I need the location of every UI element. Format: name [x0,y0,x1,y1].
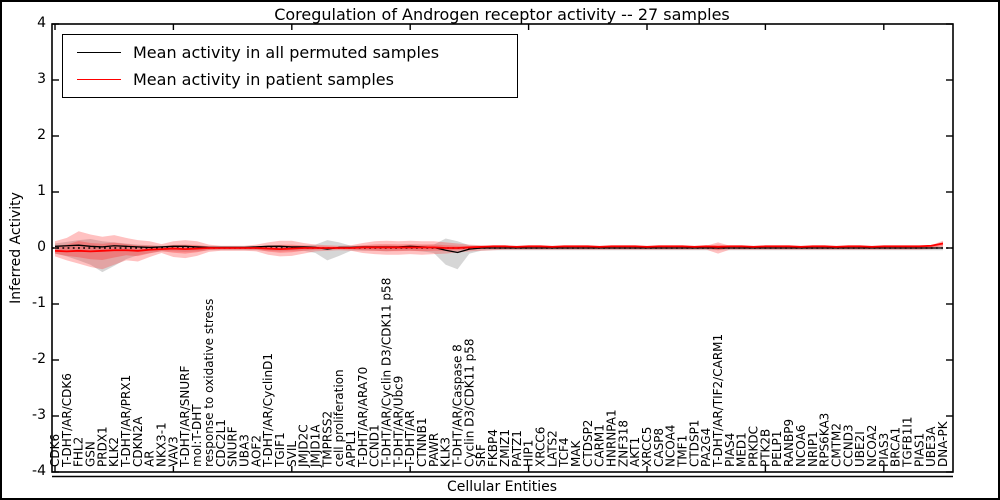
x-tick-label: CTNNB1 [415,417,429,467]
x-tick-label: GSN [84,441,98,467]
legend-label-patient: Mean activity in patient samples [133,70,394,89]
x-tick-label: PAWR [427,433,441,467]
x-tick-label: TMPRSS2 [320,411,334,468]
x-tick-label: ZMIZ1 [498,429,512,467]
x-tick-label: CTDSP2 [581,420,595,467]
x-tick-label: AR [143,450,157,467]
x-tick-label: NKX3-1 [155,422,169,467]
x-tick-label: PATZ1 [510,430,524,467]
x-tick-label: HNRNPA1 [604,409,618,467]
y-tick-label: -2 [32,351,46,367]
x-tick-label: TCF4 [557,437,571,468]
x-tick-label: PELP1 [770,431,784,467]
x-tick-label: TMF1 [676,435,690,468]
x-tick-label: JMJD1A [308,424,322,468]
x-tick-label: PIAS4 [723,433,737,467]
x-tick-label: BRCA1 [889,427,903,467]
x-tick-label: FKBP4 [486,429,500,467]
x-tick-label: NCOA6 [794,425,808,467]
x-tick-label: AKT1 [628,437,642,467]
x-tick-label: T-DHT/AR/CyclinD1 [261,353,275,468]
legend: Mean activity in all permuted samples Me… [62,34,518,98]
x-tick-label: APPL1 [344,430,358,467]
y-tick-label: 0 [37,239,46,255]
x-tick-label: RANBP9 [782,419,796,467]
x-tick-label: DNA-PK [936,420,950,467]
x-tick-label: T-DHT/AR [403,410,417,468]
x-tick-label: PTK2B [758,429,772,467]
x-tick-label: T-DHT/AR/Cyclin D3/CDK11 p58 [380,278,394,468]
x-tick-label: TGFB1I1 [900,416,914,468]
x-tick-label: T-DHT/AR/TIF2/CARM1 [711,334,725,468]
y-tick-label: 3 [37,71,46,87]
mean-line-permuted [54,244,943,254]
x-tick-label: MED1 [735,432,749,467]
x-tick-label: XRCC6 [533,427,547,467]
x-tick-label: T-DHT/AR/Caspase 8 [451,344,465,468]
x-tick-label: UBA3 [237,434,251,467]
x-tick-label: PRKDC [747,426,761,467]
y-tick-label: 2 [37,127,46,143]
legend-item-patient: Mean activity in patient samples [63,70,517,89]
x-axis-label: Cellular Entities [446,479,558,495]
x-tick-label: CDC2L1 [214,419,228,467]
x-tick-label: JMJD2C [297,424,311,468]
x-tick-label: ZNF318 [616,420,630,467]
x-tick-label: HIP1 [522,440,536,467]
y-tick-label: -1 [32,295,46,311]
x-tick-label: T-DHT/AR/CDK6 [60,373,74,468]
x-tick-label: LATS2 [545,430,559,467]
x-tick-label: Cyclin D3/CDK11 p58 [462,338,476,467]
x-tick-label: SRF [474,444,488,467]
x-tick-label: T-DHT/AR/SNURF [178,366,192,469]
x-tick-label: MAK [569,439,583,467]
y-tick-label: 1 [37,183,46,199]
x-tick-label: NCOA4 [664,425,678,467]
x-tick-label: T-DHT/AR/PRX1 [119,375,133,468]
x-tick-label: FHL2 [72,437,86,467]
x-tick-label: KLK2 [107,437,121,467]
x-tick-label: VAV3 [166,436,180,467]
x-tick-label: KLK3 [439,437,453,467]
x-tick-label: cell proliferation [332,369,346,467]
y-tick-label: -3 [32,407,46,423]
legend-label-permuted: Mean activity in all permuted samples [133,43,440,62]
x-tick-label: T-DHT/AR/ARA70 [356,367,370,468]
x-tick-label: UBE3A [924,426,938,467]
x-tick-label: XRCC5 [640,427,654,467]
x-tick-label: NRIP1 [806,431,820,467]
x-tick-label: SNURF [226,426,240,467]
x-tick-label: CDKN2A [131,416,145,467]
x-tick-label: PIAS1 [912,433,926,467]
chart-title: Coregulation of Androgen receptor activi… [274,5,730,24]
mean-line-patient [54,242,944,253]
x-tick-label: PA2G4 [699,428,713,467]
patient-range-band-outer [55,231,943,270]
x-tick-label: PRDX1 [95,426,109,467]
x-tick-label: AOF2 [249,435,263,467]
x-tick-label: CARM1 [593,424,607,467]
x-tick-label: PIAS3 [877,433,891,467]
x-tick-label: mol:T-DHT [190,404,204,467]
x-tick-label: T-DHT/AR/Ubc9 [391,376,405,468]
x-tick-label: TGIF1 [273,432,287,468]
legend-line-permuted [77,52,121,53]
legend-item-permuted: Mean activity in all permuted samples [63,43,517,62]
x-tick-label: CMTM2 [829,423,843,467]
x-tick-label: CCND1 [368,424,382,467]
x-tick-label: NCOA2 [865,425,879,467]
x-tick-label: CDK6 [48,434,62,467]
x-tick-label: response to oxidative stress [202,299,216,467]
y-tick-label: -4 [32,463,46,479]
x-tick-label: CTDSP1 [687,420,701,467]
x-tick-label: RPS6KA3 [818,413,832,467]
x-tick-label: CASP8 [652,428,666,467]
x-tick-label: CCND3 [841,424,855,467]
x-tick-label: SVIL [285,441,299,467]
y-tick-label: 4 [37,15,46,31]
legend-line-patient [77,79,121,80]
x-tick-label: UBE2I [853,431,867,467]
